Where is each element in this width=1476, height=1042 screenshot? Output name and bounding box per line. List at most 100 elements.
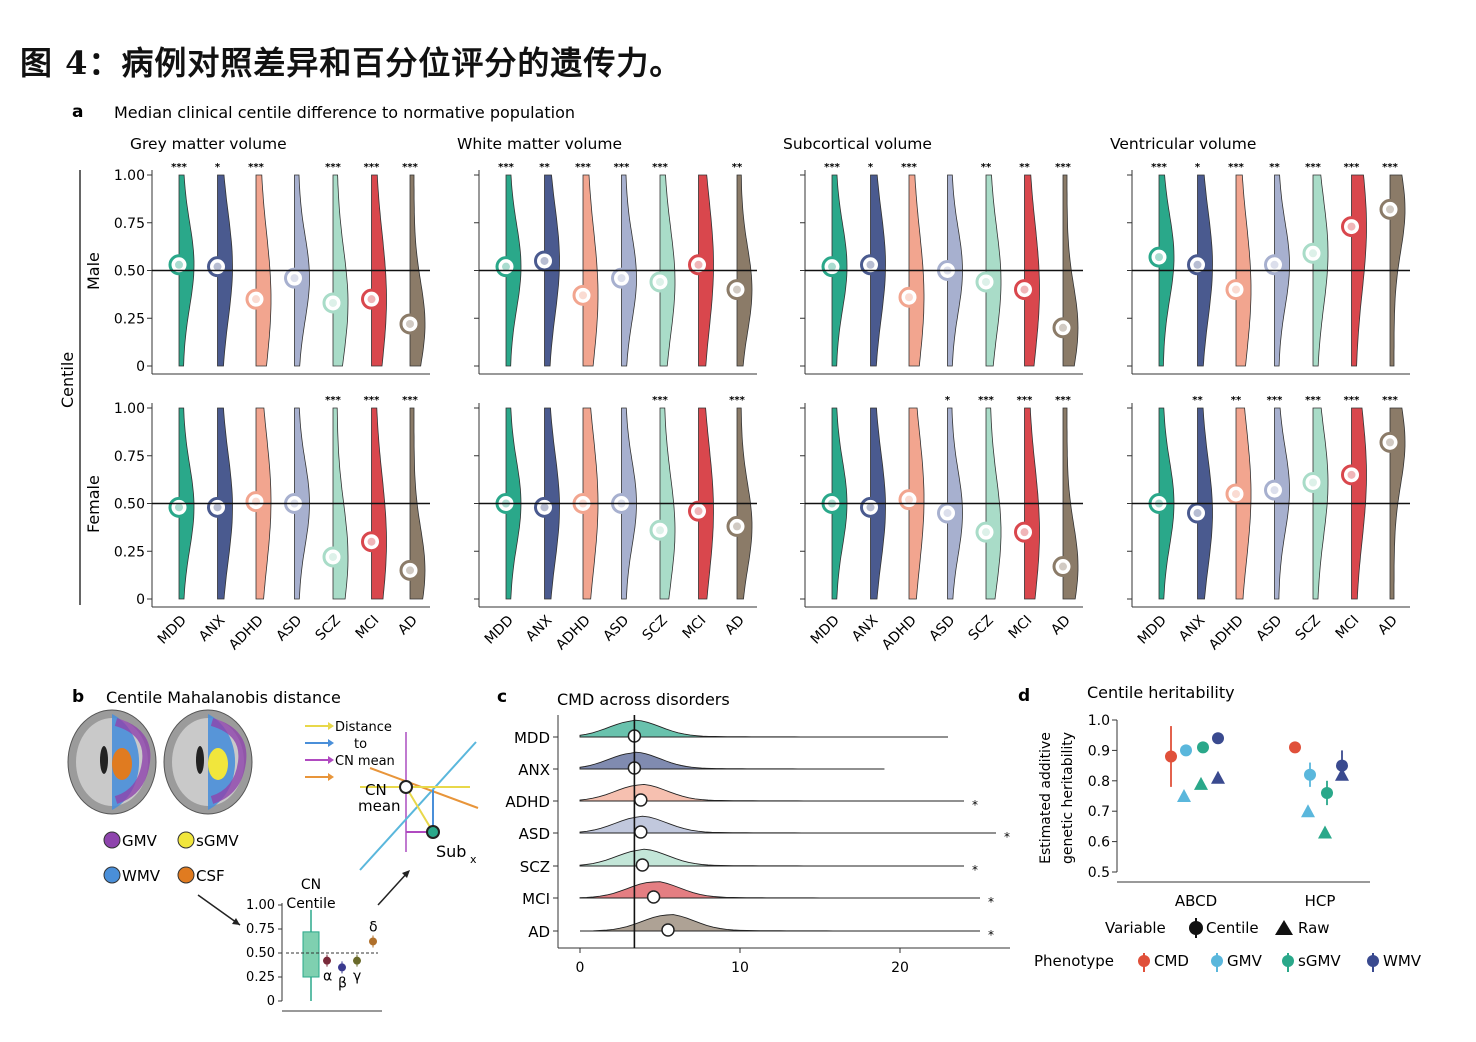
x-tick-label: MDD [808, 613, 843, 648]
median-point-inner [1309, 249, 1317, 258]
significance-label: *** [364, 162, 380, 173]
c-y-tick-label: AD [528, 923, 550, 941]
box-y-tick-label: 1.00 [246, 898, 275, 913]
brain-ventricle [100, 746, 108, 774]
median-point-inner [1347, 222, 1356, 231]
box-y-tick-label: 0 [267, 994, 275, 1009]
centile-point-sgmv [1197, 741, 1209, 754]
significance-label: ** [981, 162, 992, 173]
y-tick-label: 0.75 [114, 449, 145, 465]
ridge-significance: * [972, 798, 978, 812]
panel-a-y-axis-label: Centile [58, 352, 77, 408]
greek-label: γ [353, 969, 361, 985]
median-point-inner [540, 503, 549, 512]
centile-point-sgmv [1321, 786, 1333, 799]
centile-point-cmd [1165, 750, 1177, 763]
x-tick-label: SCZ [313, 613, 344, 644]
x-tick-label: SCZ [640, 613, 671, 644]
facet-title: Grey matter volume [130, 135, 287, 153]
brain-ventricle [196, 746, 204, 774]
centile-point-cmd [1289, 741, 1301, 754]
median-point-inner [828, 262, 836, 271]
median-point-inner [1020, 528, 1029, 537]
median-point-inner [252, 295, 260, 304]
phenotype-legend-title: Phenotype [1034, 952, 1114, 970]
median-point-inner [905, 293, 913, 302]
arrow-head [328, 722, 334, 730]
median-point-inner [406, 566, 414, 575]
significance-label: *** [1267, 395, 1283, 406]
median-point-inner [329, 552, 337, 561]
d-y-axis-label: genetic heritability [1060, 732, 1076, 864]
c-y-tick-label: ASD [519, 825, 550, 843]
x-tick-label: SCZ [966, 613, 997, 644]
x-tick-label: AD [1375, 613, 1401, 639]
phenotype-legend-dot-wmv [1367, 955, 1379, 967]
c-y-tick-label: MCI [522, 890, 550, 908]
variable-legend-title: Variable [1105, 919, 1166, 937]
ridge-median-point [661, 923, 675, 937]
x-tick-label: AD [722, 613, 748, 639]
panel-b-letter: b [72, 687, 84, 707]
x-tick-label: ASD [273, 613, 305, 645]
phenotype-legend-dot-sgmv [1282, 955, 1294, 967]
ridge-significance: * [972, 863, 978, 877]
legend-label: WMV [122, 867, 161, 885]
median-point-inner [579, 291, 587, 300]
ridge-significance: * [1004, 830, 1010, 844]
median-point-inner [1059, 562, 1067, 571]
significance-label: *** [402, 395, 418, 406]
y-tick-label: 0 [136, 359, 145, 375]
phenotype-legend-label: WMV [1383, 952, 1422, 970]
legend-dot-csf [177, 866, 195, 884]
median-point-inner [1059, 323, 1067, 332]
significance-label: *** [575, 162, 591, 173]
y-tick-label: 0.75 [114, 216, 145, 232]
significance-label: *** [1305, 162, 1321, 173]
legend-label: sGMV [196, 832, 239, 850]
subject-point [426, 825, 440, 839]
ridge-median-point [634, 793, 648, 807]
c-y-tick-label: MDD [514, 729, 550, 747]
x-tick-label: ANX [849, 612, 882, 645]
significance-label: *** [978, 395, 994, 406]
x-tick-label: ASD [1253, 613, 1285, 645]
y-tick-label: 1.00 [114, 401, 145, 417]
significance-label: *** [1344, 395, 1360, 406]
median-point-inner [1270, 260, 1279, 269]
x-tick-label: ANX [523, 612, 556, 645]
distance-line [405, 786, 434, 833]
panel-d-title: Centile heritability [1087, 683, 1235, 702]
median-point-inner [943, 509, 952, 518]
brain-gmv-overlay [210, 718, 247, 804]
box-title: CN [301, 877, 321, 893]
median-point-inner [1386, 438, 1394, 447]
median-point-inner [175, 260, 183, 269]
flow-arrow [377, 871, 409, 906]
centile-point-gmv [1180, 744, 1192, 757]
figure-title: 图 4：病例对照差异和百分位评分的遗传力。 [20, 44, 683, 82]
significance-label: *** [1151, 162, 1167, 173]
panel-c-title: CMD across disorders [557, 690, 730, 709]
significance-label: ** [1019, 162, 1030, 173]
legend-raw-symbol [1275, 920, 1293, 935]
significance-label: ** [1231, 395, 1242, 406]
significance-label: *** [901, 162, 917, 173]
raw-point-wmv [1211, 770, 1225, 784]
median-point-inner [694, 507, 703, 516]
significance-label: ** [1192, 395, 1203, 406]
significance-label: *** [1017, 395, 1033, 406]
brain-gmv-overlay [114, 718, 151, 804]
box-point-0 [323, 956, 331, 965]
median-point-inner [733, 285, 741, 294]
legend-dot-wmv [103, 866, 121, 884]
y-tick-label: 0.25 [114, 311, 145, 327]
median-point-inner [1232, 285, 1240, 294]
x-tick-label: MCI [1333, 613, 1363, 643]
facet-title: Subcortical volume [783, 135, 932, 153]
significance-label: *** [1055, 162, 1071, 173]
significance-label: *** [1382, 395, 1398, 406]
panel-d-letter: d [1018, 686, 1030, 706]
phenotype-legend-label: CMD [1154, 952, 1189, 970]
